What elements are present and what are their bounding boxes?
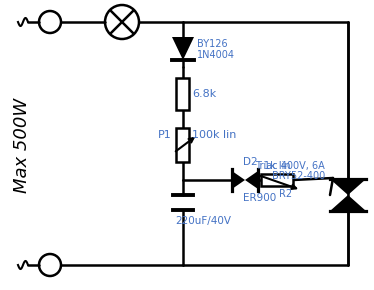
Bar — [261, 174, 293, 186]
Polygon shape — [172, 37, 194, 60]
Text: BRY52-400: BRY52-400 — [272, 171, 325, 181]
Polygon shape — [330, 179, 366, 195]
Polygon shape — [330, 195, 366, 211]
Text: 6.8k: 6.8k — [193, 89, 217, 99]
Text: Max 500W: Max 500W — [13, 97, 31, 193]
Bar — [177, 128, 190, 162]
Polygon shape — [232, 171, 245, 189]
Text: 1k lin: 1k lin — [264, 161, 290, 171]
Text: Triac 400V, 6A: Triac 400V, 6A — [255, 161, 325, 171]
Text: BY126: BY126 — [197, 39, 228, 49]
Bar — [177, 78, 190, 110]
Text: D2: D2 — [243, 157, 258, 167]
Text: 100k lin: 100k lin — [193, 130, 237, 140]
Text: ER900: ER900 — [243, 193, 276, 203]
Text: R2: R2 — [279, 189, 292, 199]
Text: 1N4004: 1N4004 — [197, 50, 235, 60]
Polygon shape — [245, 171, 258, 189]
Text: 220uF/40V: 220uF/40V — [175, 216, 231, 226]
Text: P1: P1 — [158, 130, 172, 140]
